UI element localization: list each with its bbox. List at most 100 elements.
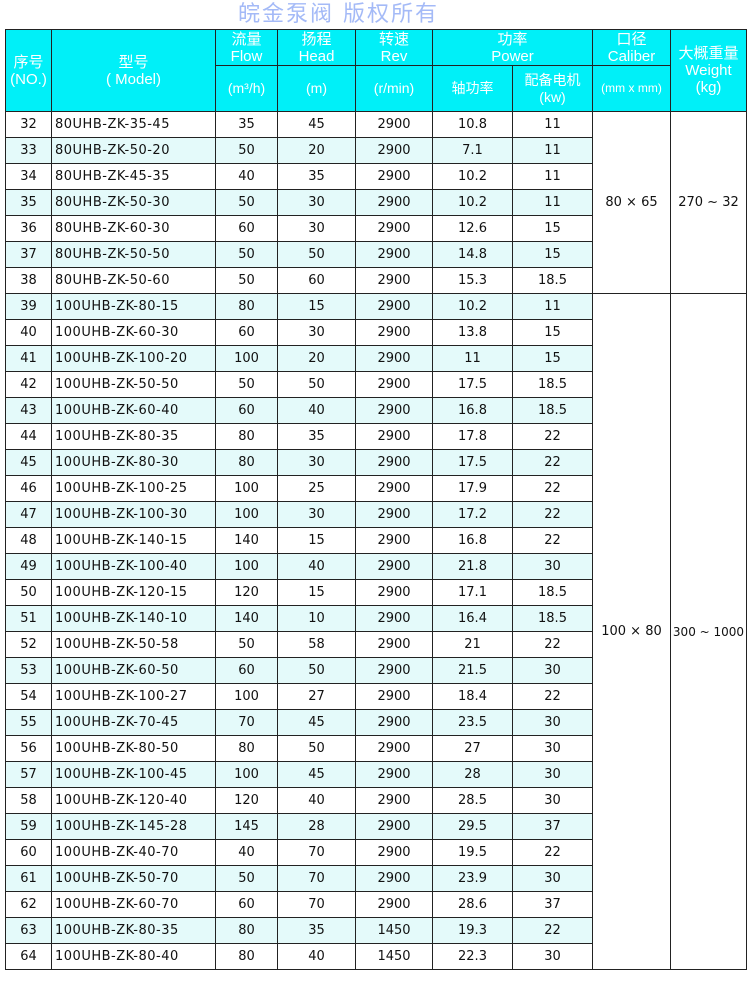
row-head: 70 [277, 865, 356, 892]
row-flow: 100 [215, 501, 278, 528]
row-motor-power: 11 [512, 163, 593, 190]
row-no: 38 [5, 267, 52, 294]
table-row: 58 100UHB-ZK-120-40 120 40 2900 28.5 30 [5, 787, 747, 814]
row-motor-power: 18.5 [512, 397, 593, 424]
row-flow: 100 [215, 475, 278, 502]
row-flow: 35 [215, 111, 278, 138]
group-weight: 300 ~ 1000 [670, 293, 747, 970]
row-head: 30 [277, 501, 356, 528]
row-rev: 2900 [355, 865, 433, 892]
row-model: 80UHB-ZK-50-50 [51, 241, 216, 268]
row-model: 100UHB-ZK-40-70 [51, 839, 216, 866]
row-shaft-power: 10.2 [432, 163, 513, 190]
row-shaft-power: 17.9 [432, 475, 513, 502]
row-head: 35 [277, 917, 356, 944]
row-no: 47 [5, 501, 52, 528]
header-caliber: 口径 Caliber [592, 29, 671, 66]
header-motor: 配备电机 (kw) [512, 65, 593, 112]
table-row: 46 100UHB-ZK-100-25 100 25 2900 17.9 22 [5, 475, 747, 502]
table-row: 50 100UHB-ZK-120-15 120 15 2900 17.1 18.5 [5, 579, 747, 606]
table-row: 34 80UHB-ZK-45-35 40 35 2900 10.2 11 [5, 163, 747, 190]
table-row: 37 80UHB-ZK-50-50 50 50 2900 14.8 15 [5, 241, 747, 268]
row-no: 54 [5, 683, 52, 710]
header-head: 扬程 Head [277, 29, 356, 66]
row-head: 30 [277, 449, 356, 476]
row-head: 35 [277, 163, 356, 190]
row-model: 80UHB-ZK-50-60 [51, 267, 216, 294]
table-row: 35 80UHB-ZK-50-30 50 30 2900 10.2 11 [5, 189, 747, 216]
row-motor-power: 11 [512, 137, 593, 164]
row-model: 80UHB-ZK-60-30 [51, 215, 216, 242]
row-head: 50 [277, 735, 356, 762]
table-row: 33 80UHB-ZK-50-20 50 20 2900 7.1 11 [5, 137, 747, 164]
row-motor-power: 30 [512, 709, 593, 736]
row-no: 57 [5, 761, 52, 788]
row-head: 45 [277, 761, 356, 788]
row-head: 27 [277, 683, 356, 710]
row-flow: 100 [215, 683, 278, 710]
row-flow: 40 [215, 839, 278, 866]
group-weight: 270 ~ 32 [670, 111, 747, 294]
row-shaft-power: 28 [432, 761, 513, 788]
row-rev: 2900 [355, 527, 433, 554]
table-row: 41 100UHB-ZK-100-20 100 20 2900 11 15 [5, 345, 747, 372]
row-flow: 60 [215, 215, 278, 242]
table-row: 32 80UHB-ZK-35-45 35 45 2900 10.8 11 80 × 65 270… [5, 111, 747, 294]
row-no: 49 [5, 553, 52, 580]
table-row: 47 100UHB-ZK-100-30 100 30 2900 17.2 22 [5, 501, 747, 528]
row-flow: 80 [215, 449, 278, 476]
row-shaft-power: 17.2 [432, 501, 513, 528]
table-row: 54 100UHB-ZK-100-27 100 27 2900 18.4 22 [5, 683, 747, 710]
row-flow: 140 [215, 527, 278, 554]
row-rev: 2900 [355, 293, 433, 320]
row-flow: 70 [215, 709, 278, 736]
row-rev: 1450 [355, 943, 433, 970]
table-row: 55 100UHB-ZK-70-45 70 45 2900 23.5 30 [5, 709, 747, 736]
row-motor-power: 22 [512, 475, 593, 502]
row-motor-power: 15 [512, 215, 593, 242]
row-shaft-power: 10.2 [432, 189, 513, 216]
row-shaft-power: 21.5 [432, 657, 513, 684]
row-rev: 2900 [355, 657, 433, 684]
table-row: 64 100UHB-ZK-80-40 80 40 1450 22.3 30 [5, 943, 747, 970]
row-no: 51 [5, 605, 52, 632]
row-model: 100UHB-ZK-100-27 [51, 683, 216, 710]
watermark: 皖金泵阀 版权所有 [238, 2, 439, 27]
row-model: 100UHB-ZK-80-35 [51, 423, 216, 450]
row-head: 10 [277, 605, 356, 632]
row-head: 60 [277, 267, 356, 294]
row-no: 62 [5, 891, 52, 918]
row-no: 36 [5, 215, 52, 242]
row-flow: 100 [215, 761, 278, 788]
row-rev: 2900 [355, 683, 433, 710]
row-rev: 2900 [355, 111, 433, 138]
row-shaft-power: 29.5 [432, 813, 513, 840]
header-model: 型号( Model) [51, 29, 216, 112]
row-motor-power: 22 [512, 683, 593, 710]
row-rev: 2900 [355, 735, 433, 762]
row-head: 50 [277, 657, 356, 684]
row-shaft-power: 28.6 [432, 891, 513, 918]
row-model: 100UHB-ZK-50-70 [51, 865, 216, 892]
table-row: 52 100UHB-ZK-50-58 50 58 2900 21 22 [5, 631, 747, 658]
row-motor-power: 30 [512, 787, 593, 814]
row-head: 50 [277, 371, 356, 398]
table-row: 43 100UHB-ZK-60-40 60 40 2900 16.8 18.5 [5, 397, 747, 424]
row-motor-power: 22 [512, 423, 593, 450]
row-flow: 60 [215, 397, 278, 424]
row-head: 70 [277, 891, 356, 918]
row-shaft-power: 18.4 [432, 683, 513, 710]
header-rev: 转速 Rev [355, 29, 433, 66]
row-model: 100UHB-ZK-100-45 [51, 761, 216, 788]
row-shaft-power: 10.8 [432, 111, 513, 138]
row-shaft-power: 28.5 [432, 787, 513, 814]
row-rev: 2900 [355, 579, 433, 606]
row-model: 100UHB-ZK-140-10 [51, 605, 216, 632]
row-model: 100UHB-ZK-50-50 [51, 371, 216, 398]
row-motor-power: 30 [512, 553, 593, 580]
row-model: 100UHB-ZK-100-20 [51, 345, 216, 372]
row-motor-power: 30 [512, 865, 593, 892]
row-shaft-power: 10.2 [432, 293, 513, 320]
row-no: 34 [5, 163, 52, 190]
row-no: 48 [5, 527, 52, 554]
